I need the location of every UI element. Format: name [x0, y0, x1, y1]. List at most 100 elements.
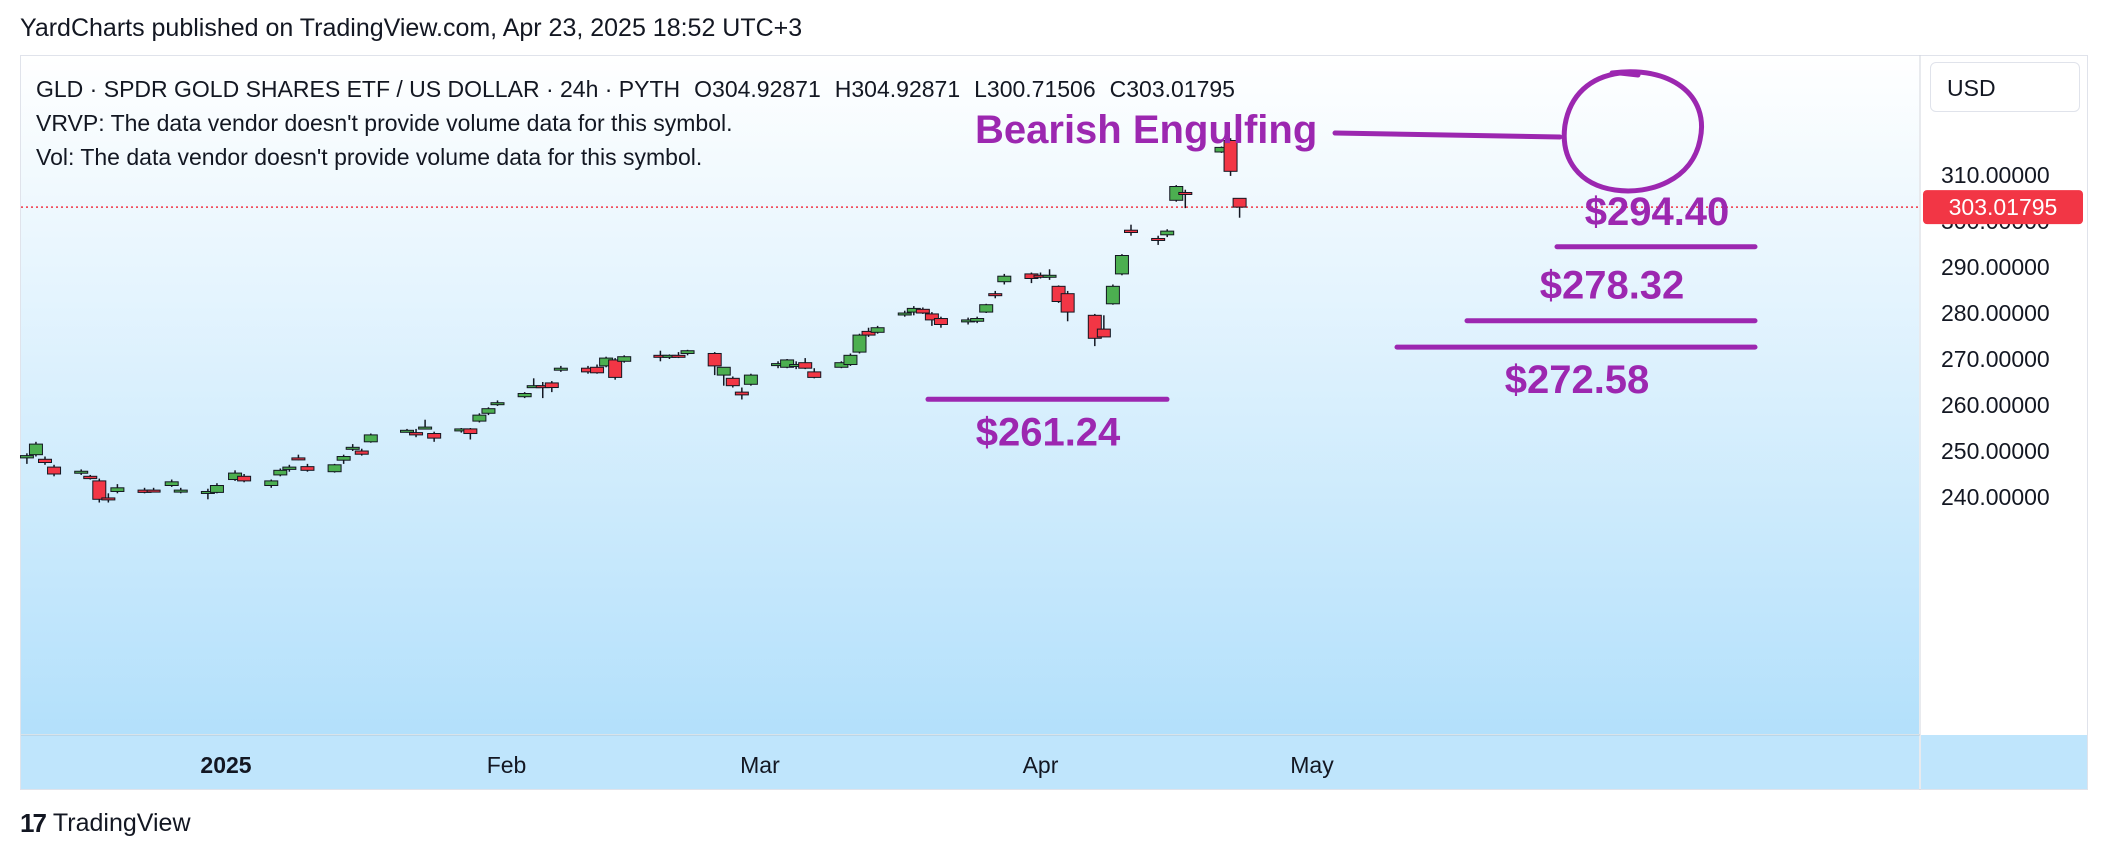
chart-legend: GLD · SPDR GOLD SHARES ETF / US DOLLAR ·…: [36, 72, 1235, 174]
price-tick-label: 280.00000: [1941, 300, 2050, 326]
legend-vrvp[interactable]: VRVP: The data vendor doesn't provide vo…: [36, 110, 733, 136]
legend-high: H304.92871: [834, 76, 961, 102]
candle-down: [83, 475, 98, 480]
candle-up: [28, 443, 43, 456]
last-price-tag: 303.01795: [1923, 190, 2083, 225]
pattern-label: Bearish Engulfing: [975, 108, 1317, 152]
candle-up: [517, 393, 532, 398]
legend-low: L300.71506: [974, 76, 1096, 102]
candle-up: [282, 466, 297, 470]
time-tick-label: Apr: [1023, 752, 1059, 778]
candle-up: [400, 429, 414, 433]
candle-up: [997, 275, 1012, 283]
candle-up: [481, 408, 496, 414]
candle-down: [734, 391, 749, 396]
price-axis-background: [1921, 56, 2087, 734]
price-tick-label: 250.00000: [1941, 438, 2050, 464]
candle-up: [852, 334, 867, 353]
candle-up: [1160, 230, 1175, 236]
candle-down: [988, 293, 1003, 297]
candle-up: [743, 374, 758, 385]
candle-down: [38, 458, 52, 463]
candle-up: [418, 426, 433, 430]
candle-down: [544, 382, 559, 389]
candle-down: [409, 432, 424, 436]
candle-up: [1105, 285, 1120, 305]
candle-down: [933, 318, 948, 325]
candle-up: [1114, 255, 1129, 275]
candle-down: [798, 362, 813, 369]
candle-down: [590, 366, 605, 374]
candle-down: [1060, 293, 1075, 313]
candle-down: [725, 377, 740, 387]
candle-up: [870, 327, 885, 333]
candle-up: [1042, 274, 1057, 278]
candle-down: [1232, 197, 1247, 208]
candle-down: [427, 433, 442, 439]
candle-up: [164, 481, 179, 487]
candle-up: [74, 470, 89, 474]
candle-up: [490, 402, 505, 406]
candle-down: [146, 489, 161, 493]
candle-down: [237, 475, 252, 482]
publisher-line: YardCharts published on TradingView.com,…: [20, 14, 803, 42]
legend-symbol[interactable]: GLD · SPDR GOLD SHARES ETF / US DOLLAR ·…: [36, 76, 681, 102]
plot-background: [21, 56, 1919, 734]
candle-up: [173, 489, 188, 493]
candle-down: [1178, 191, 1193, 195]
tradingview-logo[interactable]: 17 TradingView: [20, 808, 191, 839]
candle-down: [1223, 140, 1238, 172]
candle-up: [780, 359, 795, 368]
candle-up: [617, 356, 632, 362]
last-price-tag-box: [1923, 190, 2083, 225]
price-tick-label: 270.00000: [1941, 346, 2050, 372]
support-level-label: $272.58: [1505, 358, 1650, 402]
candle-up: [345, 446, 360, 450]
time-tick-label: 2025: [200, 752, 251, 778]
time-axis-background: [21, 735, 1919, 789]
annotations: $294.40 $278.32 $272.58 $261.24 Bearish Engu…: [925, 69, 1758, 454]
pattern-circle: [1561, 69, 1704, 194]
legend-open: O304.92871: [694, 76, 821, 102]
last-price-tag-label: 303.01795: [1949, 194, 2058, 220]
candle-up: [264, 480, 279, 486]
time-tick-label: Feb: [487, 752, 527, 778]
price-tick-label: 290.00000: [1941, 254, 2050, 280]
price-axis-ticks: 310.00000300.00000290.00000280.00000270.…: [1941, 162, 2050, 510]
candle-down: [92, 480, 107, 500]
candle-up: [970, 318, 985, 322]
candle-down: [1124, 229, 1138, 233]
support-level-label: $294.40: [1585, 190, 1730, 234]
support-level-label: $261.24: [976, 410, 1121, 454]
time-tick-label: Mar: [740, 752, 780, 778]
chart[interactable]: 310.00000300.00000290.00000280.00000270.…: [20, 55, 2088, 790]
time-tick-label: May: [1290, 752, 1334, 778]
candle-down: [707, 352, 722, 367]
candle-up: [363, 434, 378, 443]
candle-up: [979, 304, 994, 313]
legend-vol[interactable]: Vol: The data vendor doesn't provide vol…: [36, 144, 703, 170]
candle-down: [300, 466, 315, 471]
candle-down: [354, 450, 369, 455]
candle-up: [327, 464, 342, 473]
candle-down: [807, 371, 822, 378]
price-tick-label: 310.00000: [1941, 162, 2050, 188]
candle-up: [209, 485, 224, 493]
candle-down: [915, 308, 930, 314]
price-tick-label: 260.00000: [1941, 392, 2050, 418]
candle-up: [20, 455, 34, 459]
candle-up: [843, 354, 858, 366]
currency-selector[interactable]: USD: [1930, 62, 2080, 112]
candle-up: [273, 469, 288, 476]
candle-down: [47, 466, 62, 475]
candle-down: [291, 457, 306, 461]
candle-up: [680, 350, 695, 354]
candle-down: [101, 497, 116, 501]
pattern-pointer-line: [1332, 130, 1563, 140]
support-level-label: $278.32: [1540, 264, 1685, 308]
candle-up: [336, 456, 351, 461]
candle-down: [1096, 328, 1111, 338]
candle-down: [861, 330, 876, 336]
tradingview-logo-icon: 17: [20, 808, 47, 838]
candle-down: [608, 359, 623, 378]
